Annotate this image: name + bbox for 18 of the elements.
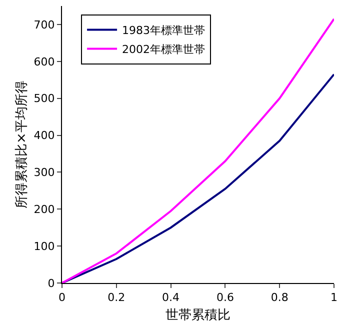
- y-tick-label: 300: [34, 166, 55, 180]
- x-tick-label: 0.2: [108, 291, 126, 304]
- x-tick-label: 0.8: [270, 291, 288, 304]
- y-tick-label: 400: [34, 129, 55, 142]
- legend-label: 2002年標準世帯: [122, 43, 206, 56]
- y-axis-title: 所得累積比×平均所得: [14, 80, 30, 208]
- legend-label: 1983年標準世帯: [122, 24, 206, 38]
- x-tick-label: 1: [330, 291, 338, 304]
- x-tick-label: 0.4: [162, 291, 180, 304]
- x-tick-label: 0: [58, 291, 66, 304]
- y-tick-label: 200: [34, 202, 55, 216]
- x-tick-label: 0.6: [216, 291, 234, 304]
- y-tick-label: 700: [34, 18, 55, 32]
- y-tick-label: 600: [34, 55, 55, 68]
- y-tick-label: 0: [48, 276, 55, 290]
- y-tick-label: 500: [34, 92, 55, 106]
- y-tick-label: 100: [34, 240, 55, 253]
- x-axis-title: 世帯累積比: [166, 308, 230, 323]
